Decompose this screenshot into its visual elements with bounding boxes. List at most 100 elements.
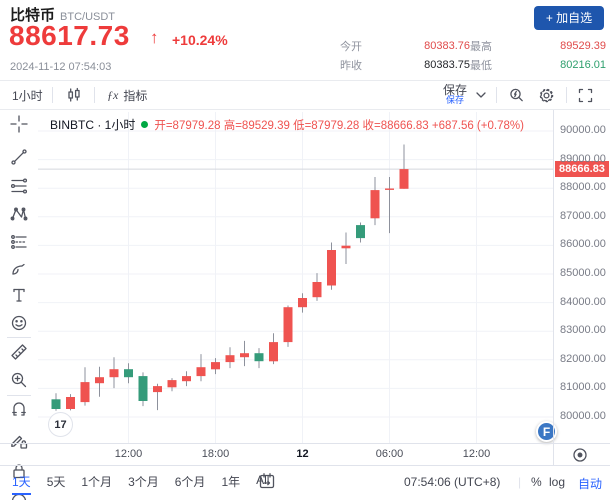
time-tick: 12:00 [462, 448, 491, 460]
go-to-date-icon [259, 473, 275, 489]
price-tick: 88000.00 [560, 181, 606, 194]
stat-value: 80383.76 [424, 39, 470, 52]
tool-trend-line[interactable] [10, 148, 28, 166]
time-tick: 12:00 [114, 448, 143, 460]
snapshot-icon [510, 88, 523, 101]
stat-value: 80216.01 [560, 58, 606, 71]
legend-series: BINBTC · 1小时 [50, 118, 136, 132]
save-button[interactable]: 保存 保存 [443, 81, 467, 109]
price-tick: 80000.00 [560, 410, 606, 422]
current-price-badge: 88666.83 [555, 161, 609, 178]
indicators-label: 指标 [123, 88, 148, 103]
chart-style-button[interactable] [66, 81, 82, 109]
bottom-separator: | [518, 475, 522, 489]
time-tick: 12 [296, 448, 309, 460]
scroll-to-realtime-button[interactable] [571, 446, 589, 464]
range-3个月[interactable]: 3个月 [128, 475, 159, 489]
price-tick: 83000.00 [560, 324, 606, 337]
live-status-dot [141, 121, 149, 128]
indicators-button[interactable]: ƒx 指标 [107, 81, 147, 109]
interval-button[interactable]: 1小时 [12, 88, 43, 103]
price-tick: 87000.00 [560, 209, 606, 222]
range-1年[interactable]: 1年 [221, 475, 241, 489]
range-1个月[interactable]: 1个月 [81, 475, 113, 489]
toolbar-separator [52, 87, 53, 103]
xabcd-pattern-icon [10, 207, 28, 221]
toolbar-separator [496, 87, 497, 103]
symbol-name: 比特币 BTC/USDT [10, 4, 115, 25]
auto-scale-button[interactable]: 自动 [578, 477, 603, 491]
range-1天[interactable]: 1天 [12, 473, 31, 495]
floating-f-button[interactable]: F [536, 421, 557, 442]
stat-label: 最低 [470, 59, 492, 72]
stat-label: 昨收 [340, 59, 362, 72]
price-tick: 89000.00 [560, 152, 606, 165]
range-selector: 1天 5天 1个月 3个月 6个月 1年 All [12, 473, 269, 495]
text-icon [13, 288, 25, 302]
percent-scale-button[interactable]: % [531, 475, 542, 489]
tool-forecast[interactable] [10, 233, 28, 251]
tool-zoom-in[interactable] [10, 371, 28, 389]
price-tick: 90000.00 [560, 124, 606, 136]
forecast-icon [11, 235, 27, 249]
brush-icon [12, 263, 25, 275]
fullscreen-button[interactable] [578, 81, 593, 109]
stat-value: 89529.39 [560, 39, 606, 52]
quote-stats: 今开 80383.76 最高 89529.39 昨收 80383.75 最低 80216.01 [340, 36, 606, 76]
tools-divider [7, 337, 31, 338]
price-tick: 85000.00 [560, 267, 606, 279]
symbol-pair: BTC/USDT [60, 11, 116, 23]
gear-icon [539, 88, 554, 102]
tradingview-logo: 17 [48, 412, 73, 437]
tool-ruler[interactable] [10, 343, 28, 361]
fullscreen-icon [578, 88, 593, 102]
tool-emoji[interactable] [10, 314, 28, 332]
stat-label: 最高 [470, 40, 492, 53]
quote-stat: 昨收 80383.75 [340, 55, 470, 74]
tool-xabcd-pattern[interactable] [10, 205, 28, 223]
quote-stat: 最高 89529.39 [470, 36, 606, 55]
candles-icon [68, 87, 80, 102]
trend-line-icon [11, 149, 27, 165]
tool-fib-retracement[interactable] [10, 177, 28, 195]
time-tick: 18:00 [201, 448, 230, 460]
go-to-date-button[interactable] [258, 472, 276, 490]
settings-button[interactable] [538, 81, 555, 109]
tool-text[interactable] [10, 286, 28, 304]
price-up-arrow-icon: ↑ [150, 28, 159, 47]
range-5天[interactable]: 5天 [46, 475, 66, 489]
price-tick: 81000.00 [560, 381, 606, 394]
quote-stat: 今开 80383.76 [340, 36, 470, 55]
range-6个月[interactable]: 6个月 [174, 475, 206, 489]
toolbar-separator [566, 87, 567, 103]
price-change-percent: +10.24% [172, 32, 228, 48]
toolbar-separator [94, 87, 95, 103]
ruler-icon [11, 344, 27, 360]
add-watchlist-button[interactable]: + 加自选 [534, 6, 604, 30]
magnet-icon [12, 402, 26, 416]
tool-crosshair[interactable] [10, 115, 28, 133]
tools-divider [7, 395, 31, 396]
fx-icon: ƒx [107, 87, 119, 102]
stat-label: 今开 [340, 40, 362, 53]
log-scale-button[interactable]: log [549, 475, 566, 489]
quote-timestamp: 2024-11-12 07:54:03 [10, 61, 112, 73]
time-axis[interactable]: 12:00 18:00 12 06:00 12:00 [0, 443, 610, 465]
clock: 07:54:06 (UTC+8) [404, 475, 501, 489]
tool-magnet[interactable] [10, 401, 28, 419]
price-tick: 86000.00 [560, 238, 606, 251]
last-price: 88617.73 [9, 20, 130, 51]
snapshot-button[interactable] [508, 81, 525, 109]
price-axis[interactable]: 88666.83 90000.00 89000.00 88000.00 87000.0… [553, 110, 610, 465]
save-menu-button[interactable] [476, 81, 486, 109]
chart-toolbar: 1小时 ƒx 指标 保存 保存 [0, 80, 610, 110]
price-tick: 84000.00 [560, 295, 606, 308]
stat-value: 80383.75 [424, 58, 470, 71]
chart-legend: BINBTC · 1小时 开=87979.28 高=89529.39 低=879… [50, 116, 524, 133]
price-tick: 82000.00 [560, 352, 606, 365]
tool-brush[interactable] [10, 260, 28, 278]
chevron-down-icon [476, 92, 486, 98]
time-tick: 06:00 [375, 448, 404, 460]
fib-retracement-icon [10, 178, 28, 194]
